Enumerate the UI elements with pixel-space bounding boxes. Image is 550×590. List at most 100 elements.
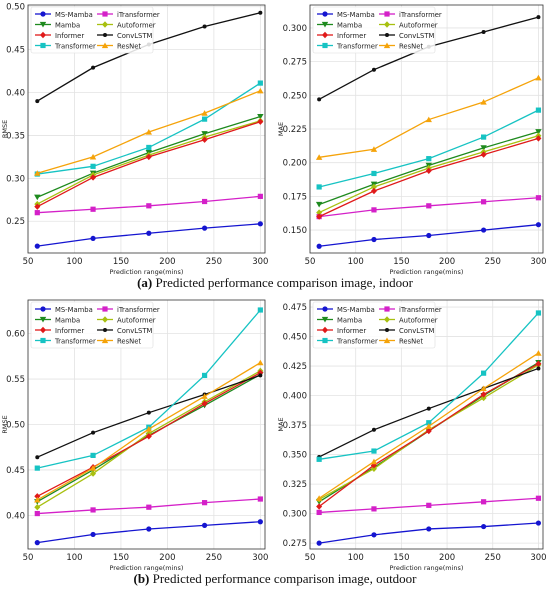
legend-label: ConvLSTM	[399, 327, 434, 335]
data-point-informer	[90, 174, 97, 181]
data-point-ms-mamba	[90, 531, 96, 538]
data-point-mamba	[34, 194, 41, 201]
x-tick-label: 200	[439, 553, 455, 563]
legend-label: Mamba	[55, 316, 80, 324]
legend-label: Mamba	[337, 316, 362, 324]
legend-label: iTransformer	[117, 306, 160, 314]
data-point-itransformer	[535, 195, 542, 201]
legend-marker-autoformer	[384, 316, 390, 323]
data-point-resnet	[145, 129, 153, 135]
x-tick-label: 300	[530, 257, 546, 267]
data-point-convlstm	[536, 15, 541, 20]
series-ms-mamba	[34, 519, 263, 546]
data-point-convlstm	[258, 10, 263, 15]
series-itransformer	[34, 193, 263, 216]
legend-marker-convlstm	[103, 328, 107, 332]
series-ms-mamba	[316, 520, 542, 546]
x-tick-label: 50	[23, 257, 34, 267]
legend-label: Transformer	[336, 337, 378, 345]
data-point-autoformer	[316, 209, 323, 216]
legend-marker-resnet	[101, 42, 109, 49]
data-point-itransformer	[146, 203, 152, 209]
data-point-resnet	[535, 74, 542, 81]
data-point-convlstm	[371, 67, 376, 72]
data-point-convlstm	[35, 455, 40, 460]
legend-label: MS-Mamba	[337, 306, 375, 314]
data-point-informer	[34, 493, 41, 500]
data-point-itransformer	[146, 504, 152, 510]
y-tick-label: 0.30	[6, 174, 25, 184]
data-point-informer	[425, 427, 432, 435]
series-resnet	[315, 350, 542, 501]
legend-label: Autoformer	[399, 21, 438, 29]
caption-outdoor: (b) Predicted performance comparison ima…	[0, 571, 550, 587]
data-point-convlstm	[35, 99, 40, 104]
y-tick-label: 0.475	[283, 303, 307, 313]
data-point-resnet	[315, 154, 323, 160]
legend-label: ConvLSTM	[399, 32, 434, 40]
data-point-itransformer	[481, 499, 487, 505]
legend-label: MS-Mamba	[337, 11, 375, 19]
series-informer	[316, 135, 542, 220]
x-tick-label: 150	[113, 257, 129, 267]
legend-label: MS-Mamba	[55, 306, 93, 314]
data-point-informer	[480, 151, 487, 158]
data-point-ms-mamba	[257, 519, 263, 525]
x-axis-label: Prediction range(mins)	[110, 564, 184, 572]
data-point-resnet	[425, 423, 432, 429]
legend-marker-convlstm	[103, 33, 107, 37]
series-ms-mamba	[34, 221, 263, 249]
data-point-convlstm	[91, 430, 96, 435]
data-point-transformer	[426, 156, 432, 162]
legend-label: ConvLSTM	[117, 327, 152, 335]
x-tick-label: 150	[393, 257, 409, 267]
data-point-ms-mamba	[426, 526, 432, 532]
legend-marker-informer	[40, 31, 46, 39]
x-tick-label: 50	[23, 553, 34, 563]
series-ms-mamba	[316, 222, 542, 249]
legend: MS-Mamba iTransformer Mamba Autoformer Infor…	[30, 301, 160, 349]
chart-outdoor-mae: 50 100 150 200 250 300 0.275 0.300 0.325 0.350 0.3…	[277, 299, 547, 572]
y-tick-label: 0.35	[6, 131, 25, 141]
legend-label: ConvLSTM	[117, 32, 152, 40]
series-informer	[34, 118, 264, 210]
data-point-transformer	[481, 370, 487, 376]
data-point-itransformer	[90, 507, 96, 513]
data-point-autoformer	[34, 503, 41, 511]
data-point-itransformer	[90, 206, 96, 212]
x-axis-label: Prediction range(mins)	[390, 268, 464, 276]
legend-marker-ms-mamba	[40, 306, 46, 312]
data-point-itransformer	[426, 203, 432, 209]
data-point-transformer	[481, 134, 487, 140]
legend-label: Mamba	[337, 21, 362, 29]
legend-marker-mamba	[39, 21, 47, 28]
plot-frame	[309, 4, 544, 254]
series-itransformer	[34, 496, 263, 517]
y-axis-label: MAE	[277, 122, 285, 136]
legend-label: Autoformer	[117, 21, 156, 29]
data-point-resnet	[480, 385, 487, 392]
legend-label: Informer	[337, 32, 366, 40]
data-point-convlstm	[371, 427, 376, 432]
legend-marker-itransformer	[384, 306, 390, 312]
data-point-itransformer	[34, 510, 40, 517]
data-point-convlstm	[426, 406, 431, 411]
data-point-mamba	[257, 113, 264, 120]
series-resnet	[34, 87, 264, 176]
data-point-resnet	[145, 426, 153, 432]
data-point-resnet	[257, 359, 264, 366]
y-tick-label: 0.175	[283, 192, 307, 202]
x-tick-label: 250	[206, 257, 222, 267]
x-tick-label: 100	[66, 553, 82, 563]
plot-frame	[27, 299, 266, 550]
data-point-resnet	[89, 465, 97, 471]
data-point-resnet	[425, 116, 432, 123]
legend-label: ResNet	[117, 42, 141, 50]
data-point-ms-mamba	[481, 523, 487, 530]
data-point-ms-mamba	[257, 221, 263, 227]
caption-indoor: (a) Predicted performance comparison ima…	[0, 275, 550, 291]
plot-frame	[27, 4, 266, 254]
data-point-informer	[201, 136, 208, 143]
legend-marker-mamba	[321, 21, 329, 28]
y-tick-label: 0.60	[6, 330, 25, 340]
